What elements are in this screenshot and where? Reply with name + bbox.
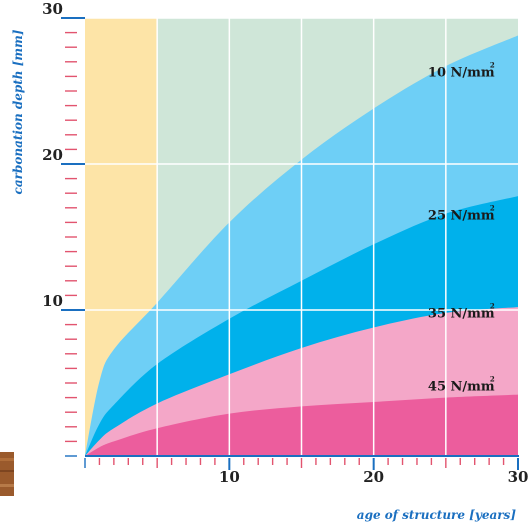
x-tick-label-30: 30 [508, 468, 528, 486]
tick-labels: 10 20 30 10 20 30 [42, 0, 528, 486]
x-tick-label-10: 10 [219, 468, 240, 486]
series-label-sup-4: 2 [490, 374, 495, 383]
wood-thumbnail [0, 452, 14, 496]
x-axis-label: age of structure [years] [357, 508, 517, 522]
series-label-2: 25 N/mm [428, 208, 495, 223]
series-label-sup-1: 2 [490, 60, 495, 69]
series-label-sup-3: 2 [490, 301, 495, 310]
series-label-4: 45 N/mm [428, 379, 495, 394]
y-axis-label: carbonation depth [mm] [11, 29, 25, 194]
grid-lines [85, 17, 518, 456]
series-label-sup-2: 2 [490, 203, 495, 212]
y-tick-label-10: 10 [42, 292, 63, 310]
axis-ticks [61, 17, 519, 470]
series-label-1: 10 N/mm [428, 65, 495, 80]
y-tick-label-30: 30 [42, 0, 63, 18]
y-tick-label-20: 20 [42, 146, 63, 164]
x-tick-label-20: 20 [363, 468, 384, 486]
series-label-3: 35 N/mm [428, 306, 495, 321]
